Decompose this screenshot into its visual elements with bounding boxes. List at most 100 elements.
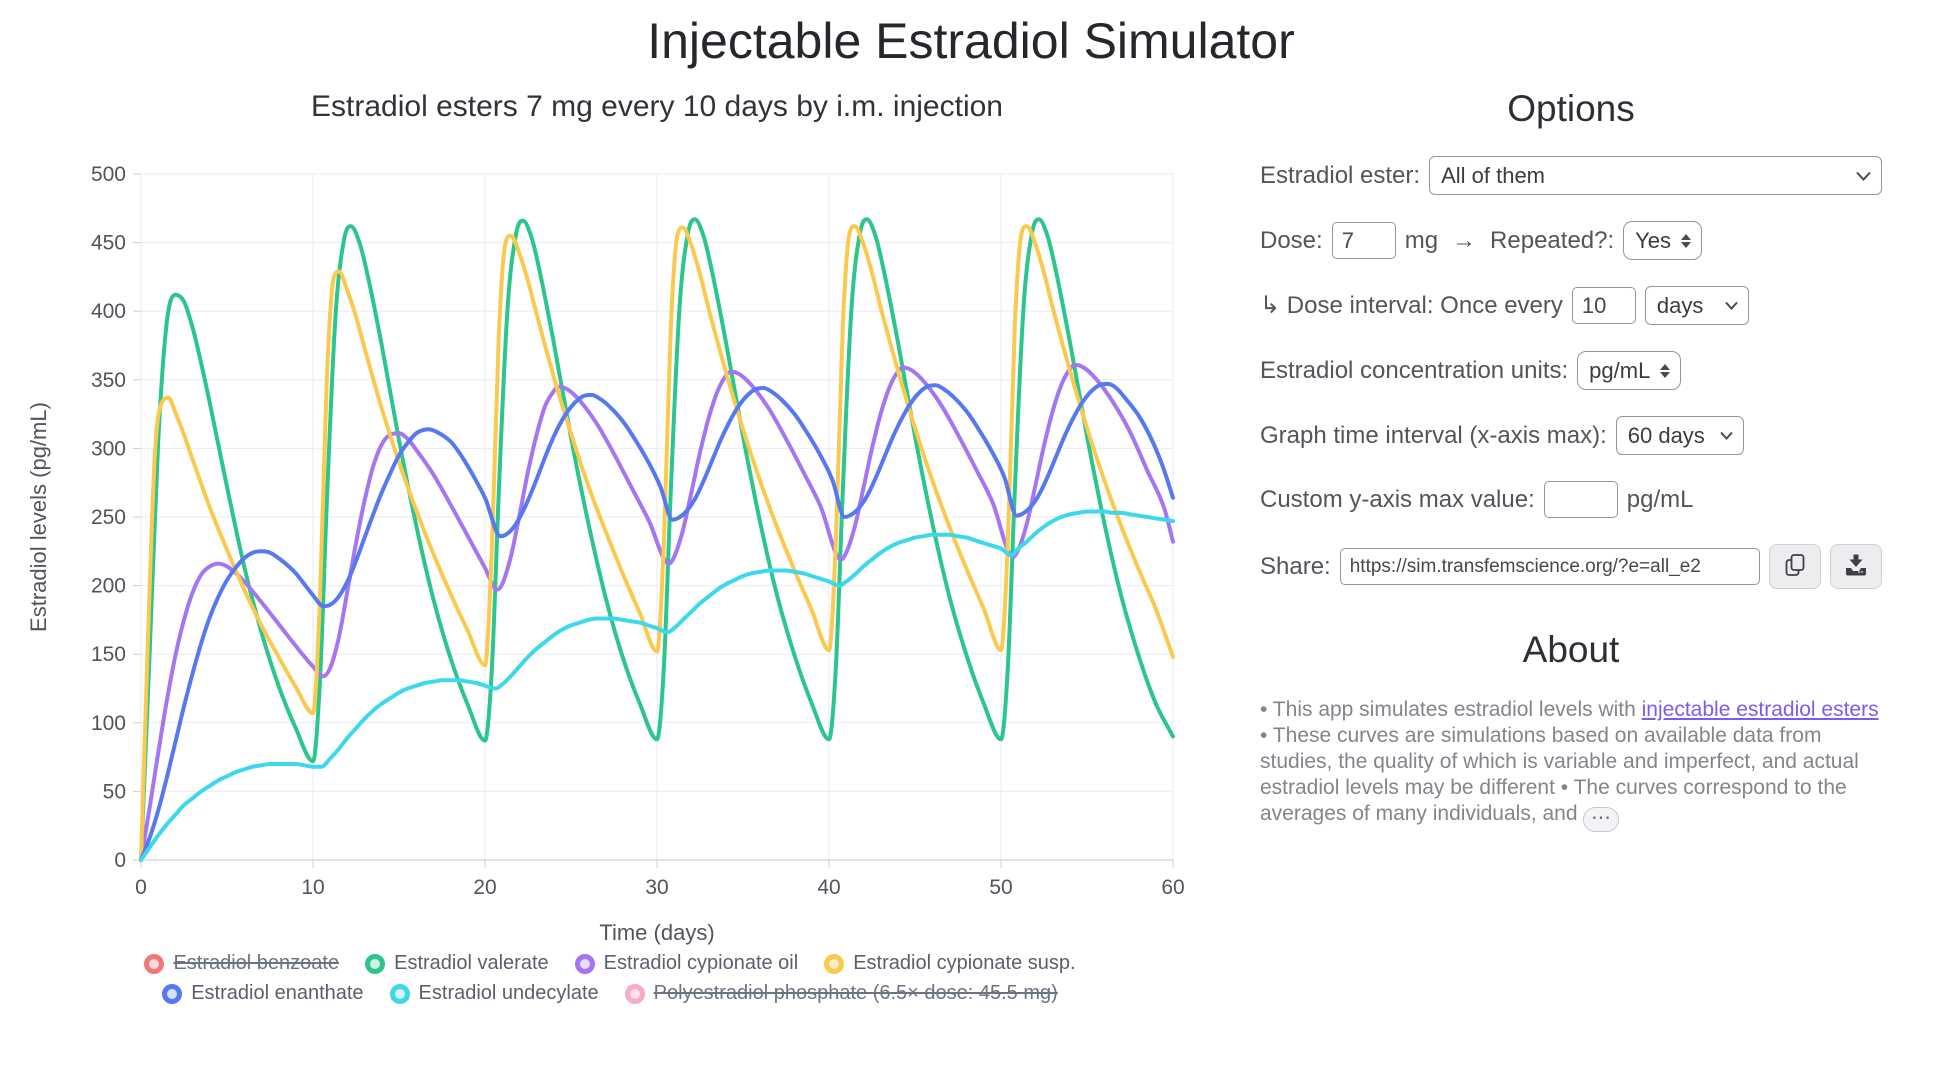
legend-swatch-icon bbox=[162, 983, 183, 1004]
x-tick-label: 0 bbox=[135, 876, 147, 899]
arrow-right-icon: → bbox=[1452, 226, 1477, 254]
x-axis-title: Time (days) bbox=[599, 920, 714, 945]
ester-select[interactable]: All of them bbox=[1429, 156, 1882, 195]
estradiol-chart[interactable]: 0 10 20 30 40 50 60 0 50 100 150 200 250 300 350 400 450… bbox=[20, 128, 1200, 950]
legend-label: Estradiol undecylate bbox=[418, 982, 599, 1004]
legend-label: Estradiol benzoate bbox=[173, 952, 340, 974]
dose-interval-input[interactable] bbox=[1571, 287, 1636, 324]
units-label: Estradiol concentration units: bbox=[1260, 356, 1569, 384]
curve-estradiol-undecylate bbox=[139, 509, 1175, 862]
repeated-select-value: Yes bbox=[1635, 227, 1672, 253]
units-select-value: pg/mL bbox=[1589, 357, 1651, 383]
main-content: Estradiol esters 7 mg every 10 days by i… bbox=[0, 70, 1942, 1005]
y-tick-label: 150 bbox=[91, 643, 126, 666]
ymax-label: Custom y-axis max value: bbox=[1260, 485, 1535, 513]
legend-label: Estradiol enanthate bbox=[191, 982, 364, 1004]
graph-interval-value: 60 days bbox=[1627, 422, 1705, 448]
curve-estradiol-cypionate-susp bbox=[139, 224, 1175, 862]
expand-about-button[interactable]: ⋯ bbox=[1583, 807, 1620, 833]
row-estradiol-ester: Estradiol ester: All of them bbox=[1260, 156, 1882, 195]
dose-label: Dose: bbox=[1260, 226, 1323, 254]
x-tick-label: 40 bbox=[817, 876, 840, 899]
y-tick-label: 300 bbox=[91, 437, 126, 460]
options-panel: Options Estradiol ester: All of them Dos… bbox=[1260, 70, 1882, 833]
about-text: • This app simulates estradiol levels wi… bbox=[1260, 697, 1882, 833]
graph-interval-select[interactable]: 60 days bbox=[1615, 416, 1744, 455]
curve-estradiol-valerate bbox=[139, 217, 1175, 862]
legend-swatch-icon bbox=[365, 953, 386, 974]
y-tick-label: 50 bbox=[103, 780, 126, 803]
y-tick-label: 400 bbox=[91, 300, 126, 323]
row-custom-ymax: Custom y-axis max value: pg/mL bbox=[1260, 481, 1882, 518]
units-select[interactable]: pg/mL bbox=[1577, 351, 1682, 390]
chart-section: Estradiol esters 7 mg every 10 days by i… bbox=[0, 70, 1200, 1005]
legend-item-estradiol-undecylate[interactable]: Estradiol undecylate bbox=[389, 982, 599, 1005]
y-tick-label: 500 bbox=[91, 163, 126, 186]
legend-swatch-icon bbox=[389, 983, 410, 1004]
legend-label: Polyestradiol phosphate (6.5× dose: 45.5… bbox=[653, 982, 1058, 1004]
chevron-down-icon bbox=[1725, 301, 1738, 310]
legend-swatch-icon bbox=[824, 953, 845, 974]
legend-item-polyestradiol-phosphate-6-5-dose-45-5-mg[interactable]: Polyestradiol phosphate (6.5× dose: 45.5… bbox=[624, 982, 1058, 1005]
row-dose: Dose: mg → Repeated?: Yes bbox=[1260, 221, 1882, 260]
interval-unit-value: days bbox=[1656, 292, 1704, 318]
x-tick-label: 10 bbox=[301, 876, 324, 899]
curve-estradiol-enanthate bbox=[139, 381, 1175, 862]
legend-row: Estradiol enanthate Estradiol undecylate P… bbox=[20, 982, 1200, 1005]
legend-item-estradiol-valerate[interactable]: Estradiol valerate bbox=[365, 952, 549, 975]
ester-select-value: All of them bbox=[1441, 162, 1546, 188]
y-tick-label: 100 bbox=[91, 712, 126, 735]
legend-swatch-icon bbox=[574, 953, 595, 974]
about-heading: About bbox=[1522, 629, 1620, 670]
chart-title: Estradiol esters 7 mg every 10 days by i… bbox=[311, 90, 1003, 123]
ymax-input[interactable] bbox=[1543, 481, 1618, 518]
options-heading: Options bbox=[1507, 88, 1635, 129]
copy-icon bbox=[1784, 553, 1806, 580]
share-label: Share: bbox=[1260, 552, 1331, 580]
row-share: Share: bbox=[1260, 544, 1882, 589]
x-tick-label: 50 bbox=[989, 876, 1012, 899]
chart-legend: Estradiol benzoate Estradiol valerate Estr… bbox=[20, 952, 1200, 1005]
legend-label: Estradiol cypionate susp. bbox=[853, 952, 1076, 974]
y-tick-label: 0 bbox=[114, 849, 126, 872]
share-url-input[interactable] bbox=[1339, 548, 1760, 585]
row-concentration-units: Estradiol concentration units: pg/mL bbox=[1260, 351, 1882, 390]
legend-swatch-icon bbox=[144, 953, 165, 974]
copy-link-button[interactable] bbox=[1769, 544, 1821, 589]
download-icon bbox=[1844, 554, 1868, 579]
about-esters-link[interactable]: injectable estradiol esters bbox=[1641, 698, 1879, 721]
ester-label: Estradiol ester: bbox=[1260, 161, 1421, 189]
interval-unit-select[interactable]: days bbox=[1644, 286, 1749, 325]
about-text-1: • This app simulates estradiol levels wi… bbox=[1260, 698, 1642, 721]
select-updown-icon bbox=[1681, 233, 1692, 248]
ymax-unit-label: pg/mL bbox=[1626, 485, 1694, 513]
download-button[interactable] bbox=[1830, 544, 1882, 589]
legend-item-estradiol-benzoate[interactable]: Estradiol benzoate bbox=[144, 952, 339, 975]
legend-label: Estradiol cypionate oil bbox=[603, 952, 799, 974]
row-dose-interval: ↳ Dose interval: Once every days bbox=[1260, 286, 1882, 325]
graph-interval-label: Graph time interval (x-axis max): bbox=[1260, 421, 1607, 449]
y-tick-label: 200 bbox=[91, 575, 126, 598]
dose-unit-label: mg bbox=[1404, 226, 1439, 254]
row-graph-interval: Graph time interval (x-axis max): 60 day… bbox=[1260, 416, 1882, 455]
legend-item-estradiol-cypionate-oil[interactable]: Estradiol cypionate oil bbox=[574, 952, 799, 975]
legend-swatch-icon bbox=[624, 983, 645, 1004]
page-title: Injectable Estradiol Simulator bbox=[647, 13, 1295, 69]
dose-interval-label: ↳ Dose interval: Once every bbox=[1260, 292, 1563, 319]
legend-item-estradiol-enanthate[interactable]: Estradiol enanthate bbox=[162, 982, 364, 1005]
about-text-2: • These curves are simulations based on … bbox=[1260, 724, 1859, 826]
legend-label: Estradiol valerate bbox=[394, 952, 549, 974]
y-tick-label: 250 bbox=[91, 506, 126, 529]
x-tick-label: 30 bbox=[645, 876, 668, 899]
y-tick-label: 350 bbox=[91, 369, 126, 392]
select-updown-icon bbox=[1660, 363, 1671, 378]
legend-row: Estradiol benzoate Estradiol valerate Estr… bbox=[20, 952, 1200, 975]
repeated-select[interactable]: Yes bbox=[1623, 221, 1703, 260]
legend-item-estradiol-cypionate-susp[interactable]: Estradiol cypionate susp. bbox=[824, 952, 1076, 975]
y-tick-label: 450 bbox=[91, 232, 126, 255]
chevron-down-icon bbox=[1856, 171, 1871, 181]
x-tick-label: 20 bbox=[473, 876, 496, 899]
dose-input[interactable] bbox=[1331, 222, 1396, 259]
x-tick-label: 60 bbox=[1161, 876, 1184, 899]
y-axis-title: Estradiol levels (pg/mL) bbox=[26, 402, 51, 632]
